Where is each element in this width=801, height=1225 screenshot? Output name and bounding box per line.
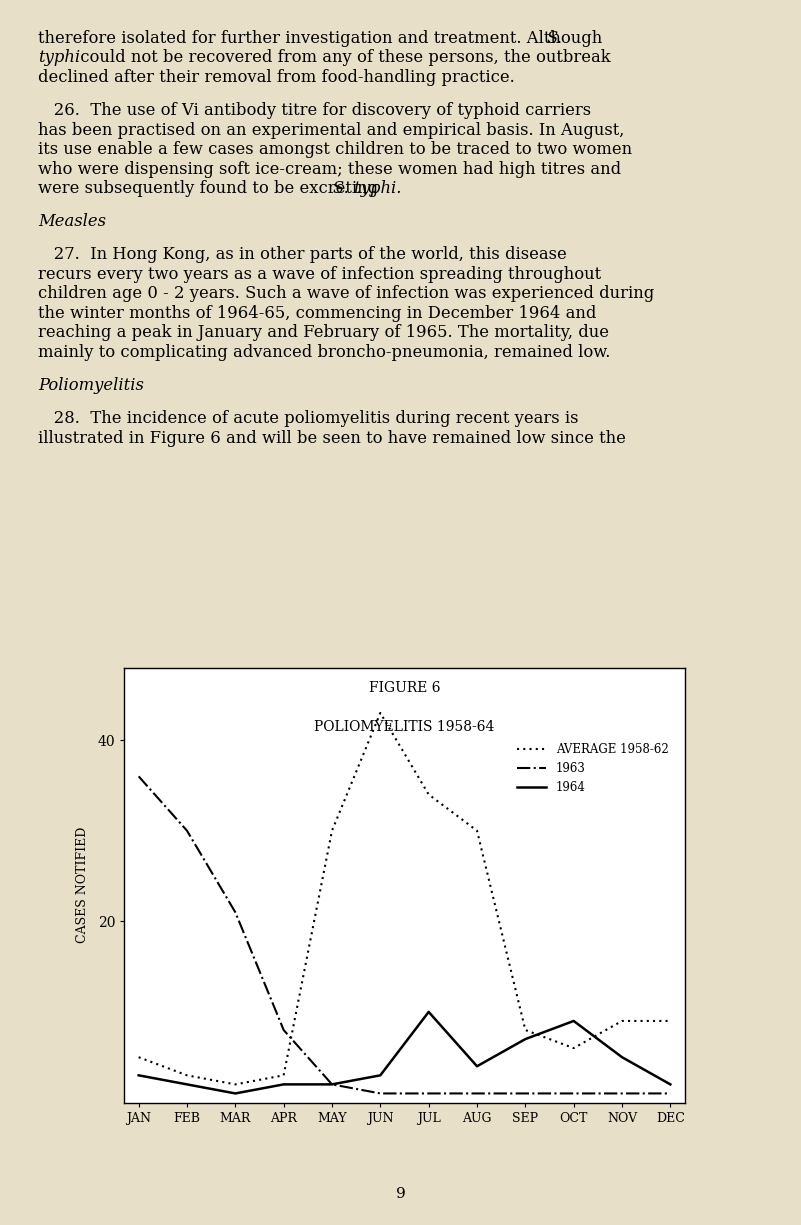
AVERAGE 1958-62	[424, 788, 433, 802]
Text: typhi: typhi	[38, 49, 80, 66]
Text: 9: 9	[396, 1187, 405, 1200]
AVERAGE 1958-62	[279, 1068, 288, 1083]
Text: therefore isolated for further investigation and treatment. Although: therefore isolated for further investiga…	[38, 29, 607, 47]
Line: AVERAGE 1958-62: AVERAGE 1958-62	[139, 713, 670, 1084]
Text: S.: S.	[546, 29, 562, 47]
AVERAGE 1958-62	[376, 706, 385, 720]
1963	[134, 769, 143, 784]
Y-axis label: CASES NOTIFIED: CASES NOTIFIED	[76, 827, 89, 943]
1964	[182, 1077, 191, 1091]
1964	[134, 1068, 143, 1083]
1964	[231, 1087, 240, 1101]
Text: were subsequently found to be excreting: were subsequently found to be excreting	[38, 180, 384, 197]
Text: Poliomyelitis: Poliomyelitis	[38, 377, 144, 394]
Text: recurs every two years as a wave of infection spreading throughout: recurs every two years as a wave of infe…	[38, 266, 601, 283]
Text: POLIOMYELITIS 1958-64: POLIOMYELITIS 1958-64	[314, 720, 495, 734]
1963	[376, 1087, 385, 1101]
1963	[231, 905, 240, 920]
Text: could not be recovered from any of these persons, the outbreak: could not be recovered from any of these…	[74, 49, 610, 66]
1964	[424, 1004, 433, 1019]
Text: 26.  The use of Vi antibody titre for discovery of typhoid carriers: 26. The use of Vi antibody titre for dis…	[38, 102, 591, 119]
1964	[666, 1077, 675, 1091]
1964	[473, 1058, 482, 1073]
1963	[473, 1087, 482, 1101]
Text: children age 0 - 2 years. Such a wave of infection was experienced during: children age 0 - 2 years. Such a wave of…	[38, 285, 654, 303]
AVERAGE 1958-62	[666, 1013, 675, 1028]
1964	[279, 1077, 288, 1091]
1963	[182, 823, 191, 838]
Text: has been practised on an experimental and empirical basis. In August,: has been practised on an experimental an…	[38, 121, 624, 138]
Text: mainly to complicating advanced broncho-pneumonia, remained low.: mainly to complicating advanced broncho-…	[38, 344, 610, 361]
AVERAGE 1958-62	[327, 823, 336, 838]
Text: illustrated in Figure 6 and will be seen to have remained low since the: illustrated in Figure 6 and will be seen…	[38, 430, 626, 447]
Text: the winter months of 1964-65, commencing in December 1964 and: the winter months of 1964-65, commencing…	[38, 305, 597, 322]
1964	[569, 1013, 578, 1028]
Text: 27.  In Hong Kong, as in other parts of the world, this disease: 27. In Hong Kong, as in other parts of t…	[38, 246, 567, 263]
AVERAGE 1958-62	[182, 1068, 191, 1083]
1964	[618, 1050, 627, 1065]
Line: 1964: 1964	[139, 1012, 670, 1094]
1963	[327, 1077, 336, 1091]
Text: Measles: Measles	[38, 213, 106, 230]
AVERAGE 1958-62	[569, 1041, 578, 1056]
1963	[279, 1023, 288, 1038]
AVERAGE 1958-62	[521, 1023, 530, 1038]
AVERAGE 1958-62	[473, 823, 482, 838]
AVERAGE 1958-62	[231, 1077, 240, 1091]
1963	[569, 1087, 578, 1101]
1963	[666, 1087, 675, 1101]
AVERAGE 1958-62	[134, 1050, 143, 1065]
Text: reaching a peak in January and February of 1965. The mortality, due: reaching a peak in January and February …	[38, 325, 609, 342]
Legend: AVERAGE 1958-62, 1963, 1964: AVERAGE 1958-62, 1963, 1964	[512, 739, 674, 799]
1964	[327, 1077, 336, 1091]
1963	[521, 1087, 530, 1101]
Text: its use enable a few cases amongst children to be traced to two women: its use enable a few cases amongst child…	[38, 141, 632, 158]
Text: S. typhi.: S. typhi.	[332, 180, 401, 197]
1963	[618, 1087, 627, 1101]
Text: FIGURE 6: FIGURE 6	[368, 681, 441, 695]
1964	[521, 1031, 530, 1046]
Text: 28.  The incidence of acute poliomyelitis during recent years is: 28. The incidence of acute poliomyelitis…	[38, 410, 578, 428]
1963	[424, 1087, 433, 1101]
Text: who were dispensing soft ice-cream; these women had high titres and: who were dispensing soft ice-cream; thes…	[38, 160, 621, 178]
1964	[376, 1068, 385, 1083]
Text: declined after their removal from food-handling practice.: declined after their removal from food-h…	[38, 69, 515, 86]
AVERAGE 1958-62	[618, 1013, 627, 1028]
Line: 1963: 1963	[139, 777, 670, 1094]
